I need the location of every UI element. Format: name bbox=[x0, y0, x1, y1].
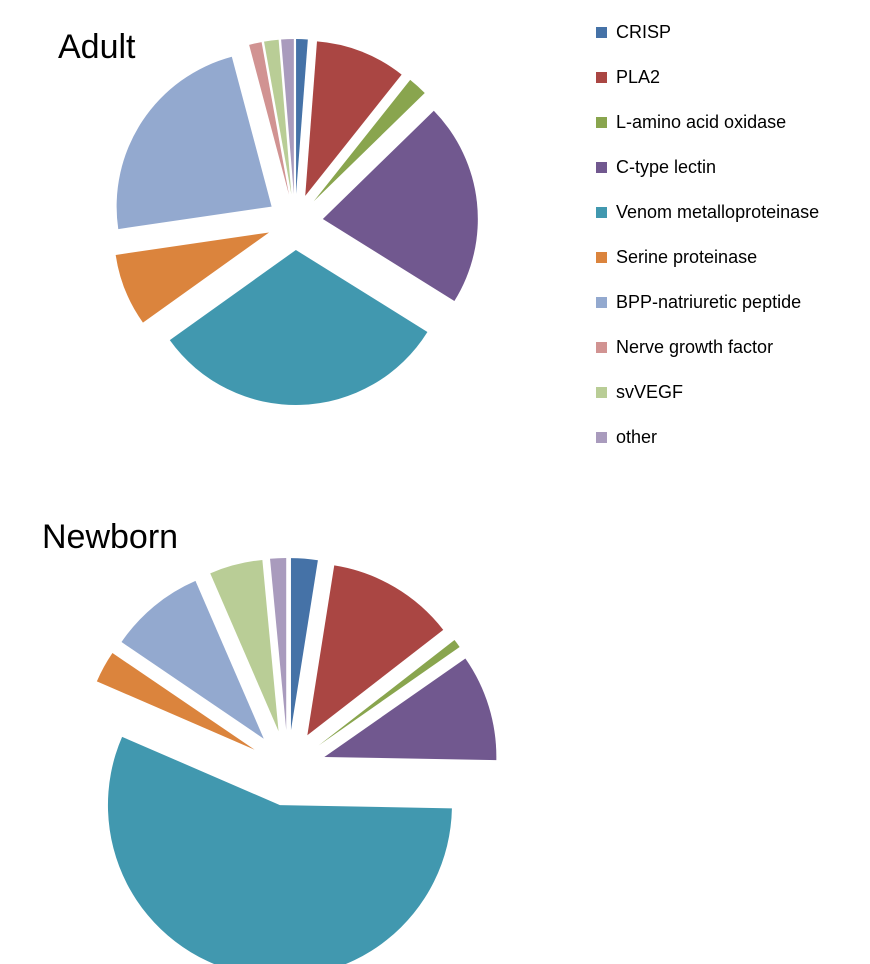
legend-item: svVEGF bbox=[596, 370, 819, 415]
legend-swatch bbox=[596, 207, 607, 218]
legend-item: PLA2 bbox=[596, 55, 819, 100]
newborn-slice-venom-metalloproteinase bbox=[108, 736, 452, 964]
legend-label: Serine proteinase bbox=[616, 247, 758, 267]
newborn-slice-bpp-natriuretic-peptide bbox=[121, 580, 264, 739]
adult-slice-other bbox=[281, 39, 294, 195]
legend-swatch bbox=[596, 432, 607, 443]
newborn-title: Newborn bbox=[42, 518, 179, 556]
legend-swatch bbox=[596, 162, 607, 173]
legend-item: Nerve growth factor bbox=[596, 325, 819, 370]
newborn-slice-crisp bbox=[290, 558, 318, 731]
adult-slice-nerve-growth-factor bbox=[249, 42, 289, 195]
legend-swatch bbox=[596, 117, 607, 128]
adult-slice-l-amino-acid-oxidase bbox=[313, 79, 425, 202]
legend-item: Serine proteinase bbox=[596, 235, 819, 280]
legend-item: Venom metalloproteinase bbox=[596, 190, 819, 235]
legend-item: L-amino acid oxidase bbox=[596, 100, 819, 145]
newborn-slice-pla2 bbox=[307, 565, 444, 736]
newborn-slice-svvegf bbox=[210, 559, 279, 732]
legend-swatch bbox=[596, 27, 607, 38]
adult-slice-svvegf bbox=[264, 39, 292, 195]
legend-swatch bbox=[596, 72, 607, 83]
adult-title: Adult bbox=[58, 28, 136, 66]
adult-slice-venom-metalloproteinase bbox=[169, 249, 428, 405]
legend-label: Nerve growth factor bbox=[616, 337, 774, 357]
adult-slice-pla2 bbox=[305, 41, 402, 196]
legend: CRISP PLA2 L-amino acid oxidase C-type lect… bbox=[596, 10, 819, 460]
adult-slice-bpp-natriuretic-peptide bbox=[116, 56, 272, 230]
newborn-slice-l-amino-acid-oxidase bbox=[318, 640, 460, 746]
legend-label: BPP-natriuretic peptide bbox=[616, 292, 802, 312]
legend-item: BPP-natriuretic peptide bbox=[596, 280, 819, 325]
adult-slice-serine-proteinase bbox=[115, 232, 270, 323]
newborn-slice-serine-proteinase bbox=[96, 653, 255, 750]
legend-label: C-type lectin bbox=[616, 157, 717, 177]
newborn-slice-c-type-lectin bbox=[324, 658, 497, 761]
adult-slice-crisp bbox=[296, 39, 308, 195]
legend-label: other bbox=[616, 427, 658, 447]
legend-label: svVEGF bbox=[616, 382, 684, 402]
legend-swatch bbox=[596, 342, 607, 353]
legend-label: PLA2 bbox=[616, 67, 661, 87]
legend-item: other bbox=[596, 415, 819, 460]
legend-swatch bbox=[596, 387, 607, 398]
legend-label: L-amino acid oxidase bbox=[616, 112, 787, 132]
legend-item: C-type lectin bbox=[596, 145, 819, 190]
legend-item: CRISP bbox=[596, 10, 819, 55]
legend-swatch bbox=[596, 252, 607, 263]
legend-swatch bbox=[596, 297, 607, 308]
newborn-slice-other bbox=[270, 558, 287, 731]
legend-label: CRISP bbox=[616, 22, 672, 42]
legend-label: Venom metalloproteinase bbox=[616, 202, 820, 222]
adult-slice-c-type-lectin bbox=[322, 110, 478, 301]
